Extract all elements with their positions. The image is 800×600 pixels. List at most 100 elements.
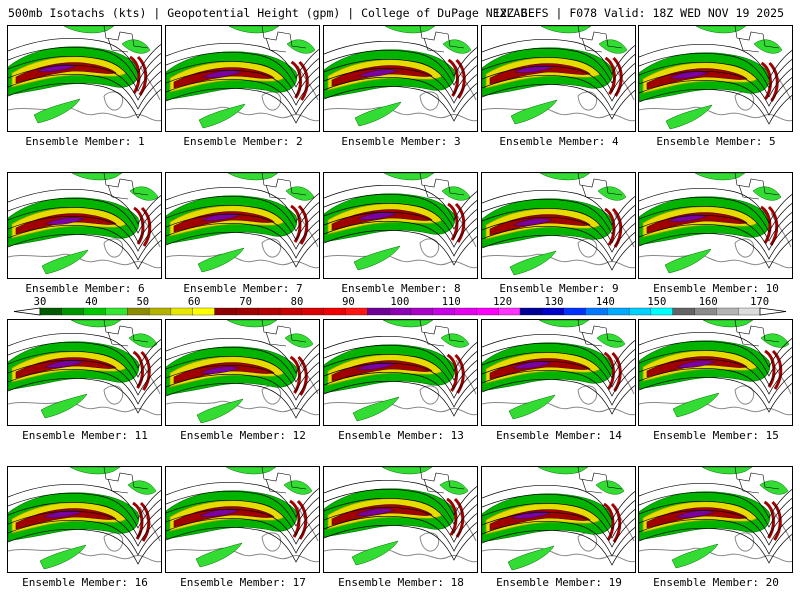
height-contour xyxy=(639,187,792,224)
height-contour xyxy=(166,204,319,241)
height-contour xyxy=(639,509,792,546)
height-contour xyxy=(324,49,477,86)
height-contour xyxy=(639,232,792,269)
isotach-band-purple xyxy=(44,360,84,368)
height-contour xyxy=(482,47,635,84)
isotach-fragments xyxy=(40,320,158,419)
isotach-map xyxy=(639,26,792,130)
height-contour xyxy=(639,340,792,377)
height-contour xyxy=(482,378,635,415)
product-title: 500mb Isotachs (kts) | Geopotential Heig… xyxy=(8,6,528,20)
political-borders xyxy=(419,173,465,200)
ensemble-member-map xyxy=(165,466,320,573)
legend-tick-label: 30 xyxy=(33,296,47,308)
legend-tick-label: 120 xyxy=(493,296,513,308)
legend-tick-label: 60 xyxy=(187,296,201,308)
isotach-band-purple xyxy=(355,508,395,516)
isotach-fragments xyxy=(510,26,628,125)
isotach-fragments xyxy=(41,173,159,275)
legend-swatch xyxy=(672,307,695,316)
member-label: Ensemble Member: 18 xyxy=(338,576,464,589)
legend-tick-label: 40 xyxy=(85,296,98,308)
political-borders xyxy=(734,467,780,494)
member-label: Ensemble Member: 16 xyxy=(22,576,148,589)
trough-wind-max xyxy=(764,349,783,390)
height-contour xyxy=(639,500,792,537)
isotach-fragments xyxy=(39,467,157,570)
isotach-band-purple xyxy=(45,217,85,225)
ensemble-member-map xyxy=(638,466,793,573)
height-contour xyxy=(482,342,635,379)
ensemble-member-map xyxy=(7,319,162,426)
height-contour xyxy=(482,234,635,271)
height-contour xyxy=(8,341,161,378)
trough-wind-max xyxy=(603,502,622,543)
height-contour xyxy=(166,373,319,410)
legend-swatch xyxy=(716,307,739,316)
trough-wind-max xyxy=(763,500,782,541)
isotach-fragments xyxy=(198,26,316,129)
political-borders xyxy=(577,26,623,53)
coastline xyxy=(482,65,635,122)
legend-swatch xyxy=(628,307,652,316)
height-contour xyxy=(639,196,792,233)
height-contour xyxy=(482,493,635,530)
ensemble-member-map xyxy=(481,172,636,279)
ensemble-member-map xyxy=(481,319,636,426)
legend-swatch xyxy=(454,307,477,316)
isotach-map xyxy=(166,26,319,129)
isotach-band-purple xyxy=(199,509,239,517)
member-label: Ensemble Member: 13 xyxy=(338,429,464,442)
height-contour xyxy=(639,482,792,519)
isotach-band-red xyxy=(173,67,275,89)
height-contour xyxy=(166,337,319,374)
height-contour xyxy=(482,216,635,253)
isotach-band-red xyxy=(173,211,275,233)
height-contour xyxy=(166,222,319,259)
member-label: Ensemble Member: 17 xyxy=(180,576,306,589)
isotach-band-red xyxy=(15,213,117,235)
height-contour xyxy=(324,380,477,417)
ensemble-member-map xyxy=(7,172,162,279)
legend-swatch xyxy=(39,307,63,316)
ensemble-member-map xyxy=(7,466,162,573)
legend-swatch xyxy=(607,307,630,316)
height-contour xyxy=(8,206,161,243)
isotach-map xyxy=(324,173,477,271)
height-contour xyxy=(8,510,161,547)
height-contour xyxy=(8,233,161,270)
height-contour xyxy=(166,355,319,392)
height-contour xyxy=(166,51,319,88)
height-contour xyxy=(8,37,161,74)
legend-tick-label: 170 xyxy=(750,296,770,308)
legend-swatch xyxy=(367,307,390,316)
isotach-fragments xyxy=(352,320,470,422)
height-contour xyxy=(639,349,792,386)
height-contour xyxy=(482,74,635,111)
height-contour xyxy=(166,508,319,545)
height-contour xyxy=(324,67,477,104)
height-contour xyxy=(166,69,319,106)
isotach-band-red xyxy=(15,357,117,379)
isotach-map xyxy=(8,467,161,570)
height-contour xyxy=(166,517,319,554)
height-contour xyxy=(639,367,792,404)
isotach-fragments xyxy=(196,320,314,424)
legend-swatch xyxy=(192,307,215,316)
isotach-map xyxy=(639,173,792,274)
height-contour xyxy=(166,346,319,383)
run-valid-time: 12Z GEFS | F078 Valid: 18Z WED NOV 19 20… xyxy=(493,6,784,20)
isotach-fragments xyxy=(507,467,625,571)
legend-tick-label: 70 xyxy=(239,296,252,308)
legend-swatch xyxy=(476,307,499,316)
height-contour xyxy=(166,499,319,536)
isotach-band-red xyxy=(646,507,748,529)
isotach-band-purple xyxy=(676,360,716,368)
height-contour xyxy=(8,55,161,92)
height-contour xyxy=(324,40,477,77)
height-contour xyxy=(482,511,635,548)
ensemble-member-map xyxy=(638,319,793,426)
height-contour xyxy=(166,364,319,401)
height-contour xyxy=(8,492,161,529)
coastline xyxy=(324,506,477,563)
